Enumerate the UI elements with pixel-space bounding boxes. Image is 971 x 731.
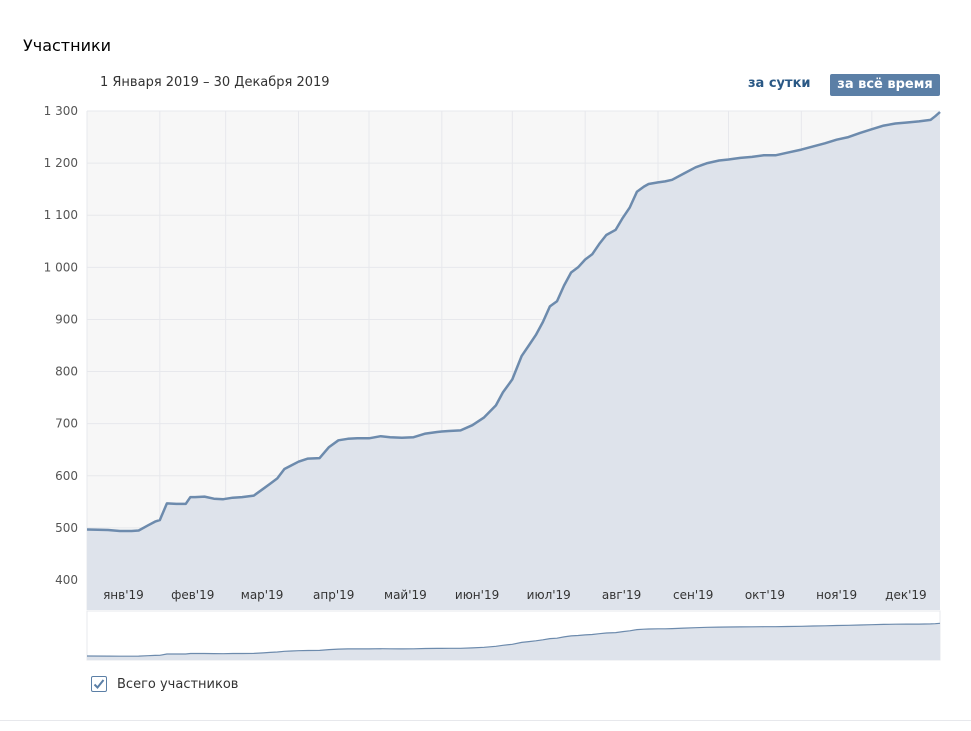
navigator-line bbox=[86, 622, 941, 657]
divider bbox=[0, 720, 971, 721]
x-axis-band bbox=[87, 580, 940, 610]
series-line bbox=[86, 111, 941, 533]
x-tick-label: май'19 bbox=[384, 588, 427, 602]
y-tick-label: 800 bbox=[55, 365, 78, 379]
x-axis: янв'19 фев'19 мар'19 апр'19 май'19 июн'19 июл'… bbox=[103, 588, 927, 602]
y-tick-label: 400 bbox=[55, 573, 78, 587]
checkmark-icon bbox=[93, 679, 105, 689]
x-tick-label: апр'19 bbox=[313, 588, 354, 602]
y-tick-label: 1 200 bbox=[44, 156, 78, 170]
x-tick-label: мар'19 bbox=[241, 588, 284, 602]
x-tick-label: сен'19 bbox=[673, 588, 713, 602]
y-tick-label: 1 000 bbox=[44, 260, 78, 274]
y-tick-label: 1 100 bbox=[44, 208, 78, 222]
x-tick-label: июн'19 bbox=[455, 588, 499, 602]
x-tick-label: авг'19 bbox=[602, 588, 641, 602]
legend-item-total-members[interactable]: Всего участников bbox=[91, 674, 238, 694]
x-tick-label: ноя'19 bbox=[816, 588, 857, 602]
period-all-time-button[interactable]: за всё время bbox=[830, 74, 940, 96]
y-tick-label: 500 bbox=[55, 521, 78, 535]
page-title: Участники bbox=[23, 36, 112, 55]
y-tick-label: 1 300 bbox=[44, 104, 78, 118]
x-tick-label: янв'19 bbox=[103, 588, 144, 602]
y-axis: 400 500 600 700 800 900 1 000 1 100 1 200 1 300 bbox=[44, 104, 78, 587]
x-tick-label: дек'19 bbox=[885, 588, 927, 602]
y-tick-label: 700 bbox=[55, 417, 78, 431]
series-area bbox=[87, 112, 940, 580]
x-tick-label: июл'19 bbox=[527, 588, 571, 602]
period-day-button[interactable]: за сутки bbox=[748, 76, 811, 91]
x-tick-label: фев'19 bbox=[171, 588, 214, 602]
legend-checkbox[interactable] bbox=[91, 676, 107, 692]
date-range[interactable]: 1 Января 2019 – 30 Декабря 2019 bbox=[100, 75, 330, 90]
y-tick-label: 600 bbox=[55, 469, 78, 483]
range-navigator[interactable] bbox=[86, 610, 941, 661]
x-tick-label: окт'19 bbox=[745, 588, 785, 602]
legend-label: Всего участников bbox=[117, 676, 239, 692]
y-tick-label: 900 bbox=[55, 312, 78, 326]
